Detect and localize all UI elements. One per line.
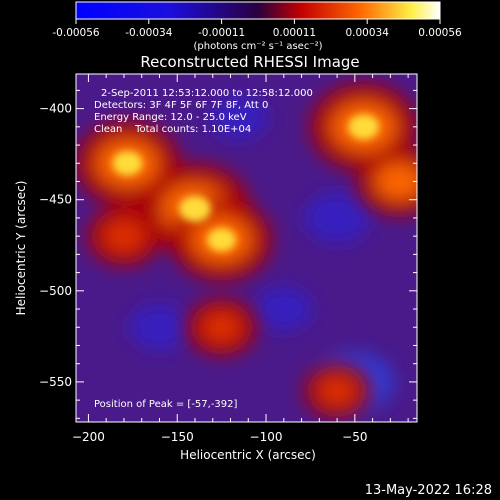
hot-region-body xyxy=(103,220,145,253)
colorbar-tick-label: 0.00034 xyxy=(345,27,389,39)
hot-region-body xyxy=(374,162,417,201)
y-tick-label: −400 xyxy=(39,102,72,116)
detectors-annotation: Detectors: 3F 4F 5F 6F 7F 8F, Att 0 xyxy=(94,100,268,111)
x-tick-label: −150 xyxy=(161,430,194,444)
y-tick-label: −550 xyxy=(39,375,72,389)
colorbar-tick-label: -0.00011 xyxy=(198,27,245,39)
colorbar-tick-label: -0.00056 xyxy=(52,27,100,39)
x-tick-label: −50 xyxy=(342,430,367,444)
cold-region xyxy=(129,304,190,351)
colorbar-tick-label: 0.00056 xyxy=(418,27,462,39)
colorbar: -0.00056 -0.00034 -0.00011 0.00011 0.000… xyxy=(52,1,462,52)
hot-region-body xyxy=(318,376,356,406)
hot-region-core xyxy=(207,228,237,252)
y-axis: −400 −450 −500 −550 xyxy=(39,89,417,419)
y-tick-label: −500 xyxy=(39,284,72,298)
footer-timestamp: 13-May-2022 16:28 xyxy=(365,483,492,498)
chart-title: Reconstructed RHESSI Image xyxy=(140,53,359,71)
hot-region-core xyxy=(178,195,211,222)
y-axis-label: Heliocentric Y (arcsec) xyxy=(14,181,28,316)
x-tick-label: −200 xyxy=(72,430,105,444)
y-tick-label: −450 xyxy=(39,193,72,207)
colorbar-tick-marks xyxy=(75,19,441,24)
hot-region-body xyxy=(202,312,242,343)
cold-region xyxy=(255,287,313,331)
colorbar-tick-label: -0.00034 xyxy=(125,27,173,39)
hot-region-core xyxy=(348,114,380,140)
colorbar-gradient xyxy=(75,1,441,20)
x-axis-label: Heliocentric X (arcsec) xyxy=(180,448,316,462)
x-tick-label: −100 xyxy=(250,430,283,444)
heatmap-image xyxy=(76,74,417,422)
hot-region-core xyxy=(112,151,143,176)
cold-region xyxy=(210,96,268,140)
time-range-annotation: 2-Sep-2011 12:53:12.000 to 12:58:12.000 xyxy=(101,88,313,99)
colorbar-unit-label: (photons cm⁻² s⁻¹ asec⁻²) xyxy=(193,41,322,52)
x-axis: −200 −150 −100 −50 xyxy=(72,74,409,444)
plot-frame xyxy=(75,73,418,423)
energy-range-annotation: Energy Range: 12.0 - 25.0 keV xyxy=(94,112,247,123)
peak-position-annotation: Position of Peak = [-57,-392] xyxy=(94,399,238,410)
cold-region xyxy=(304,192,371,243)
counts-annotation: Clean Total counts: 1.10E+04 xyxy=(94,124,251,135)
colorbar-tick-label: 0.00011 xyxy=(273,27,316,39)
